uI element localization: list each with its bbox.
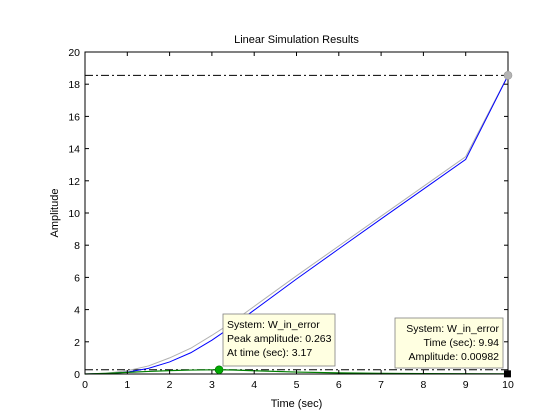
x-tick-label: 4: [251, 379, 257, 391]
x-tick-label: 6: [336, 379, 342, 391]
endpoint-marker[interactable]: [503, 71, 513, 80]
data-tip-2[interactable]: System: W_in_error Time (sec): 9.94 Amplit…: [394, 317, 504, 369]
y-tick-label: 6: [74, 272, 80, 284]
x-axis-label: Time (sec): [271, 398, 323, 410]
chart-title: Linear Simulation Results: [234, 34, 359, 46]
error-line: [84, 369, 509, 375]
data-tip-line: System: W_in_error: [406, 323, 499, 335]
y-tick-label: 18: [68, 79, 80, 91]
y-tick-label: 14: [68, 144, 80, 156]
data-tip-line: Time (sec): 9.94: [424, 337, 500, 349]
peak-marker[interactable]: [214, 365, 224, 375]
reference-lines: [85, 52, 509, 374]
data-tips: System: W_in_error Peak amplitude: 0.263 A…: [222, 313, 504, 369]
x-tick-label: 1: [124, 379, 130, 391]
y-tick-label: 12: [68, 176, 80, 188]
y-tick-label: 4: [74, 305, 80, 317]
y-tick-label: 2: [74, 337, 80, 349]
x-tick-label: 0: [82, 379, 88, 391]
x-tick-label: 7: [378, 379, 384, 391]
x-tick-label: 2: [167, 379, 173, 391]
data-tip-box: [222, 313, 336, 367]
x-tick-label: 5: [294, 379, 300, 391]
x-tick-label: 9: [463, 379, 469, 391]
data-tip-line: Amplitude: 0.00982: [409, 351, 500, 363]
x-tick-label: 10: [502, 379, 514, 391]
data-tip-line: System: W_in_error: [227, 319, 320, 331]
y-axis-label: Amplitude: [49, 189, 61, 238]
y-tick-label: 20: [68, 47, 80, 59]
y-tick-label: 10: [68, 208, 80, 220]
datatip-marker[interactable]: [503, 370, 511, 378]
y-tick-label: 8: [74, 240, 80, 252]
data-tip-box: [394, 317, 504, 369]
x-tick-label: 3: [209, 379, 215, 391]
y-tick-label: 16: [68, 111, 80, 123]
data-tip-line: At time (sec): 3.17: [227, 347, 312, 359]
data-markers: [214, 71, 513, 378]
data-tip-1[interactable]: System: W_in_error Peak amplitude: 0.263 A…: [222, 313, 336, 367]
y-tick-label: 0: [74, 369, 80, 381]
x-tick-label: 8: [420, 379, 426, 391]
data-tip-line: Peak amplitude: 0.263: [227, 333, 332, 345]
